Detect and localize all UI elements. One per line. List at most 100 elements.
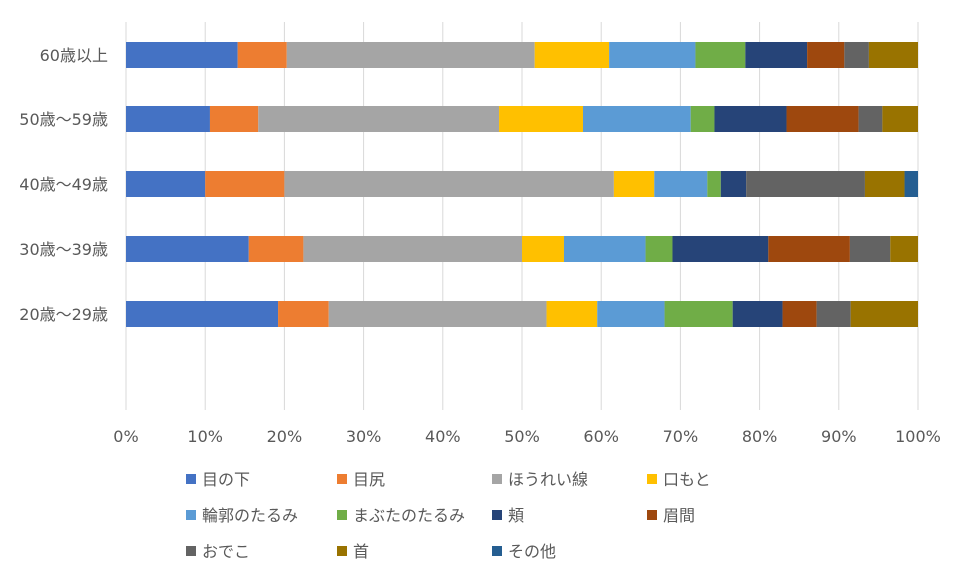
legend-swatch	[186, 546, 196, 556]
bar-segment	[278, 301, 329, 327]
bar-segment	[613, 171, 655, 197]
bar-segment	[534, 42, 610, 68]
bar-segment	[209, 106, 259, 132]
bar-segment	[645, 236, 673, 262]
legend-label: ほうれい線	[508, 470, 588, 489]
bar-segment	[303, 236, 522, 262]
legend-swatch	[492, 510, 502, 520]
legend-label: まぶたのたるみ	[353, 506, 465, 525]
legend-label: 頬	[508, 506, 524, 525]
legend-item: 口もと	[647, 470, 711, 489]
bar-segment	[126, 42, 238, 68]
bar-segment	[672, 236, 769, 262]
bar-segment	[499, 106, 583, 132]
bar-segment	[126, 106, 210, 132]
bar-segment	[782, 301, 817, 327]
legend-item: 目の下	[186, 470, 250, 489]
category-label: 60歳以上	[40, 46, 108, 65]
bar-segment	[786, 106, 859, 132]
bar-segment	[654, 171, 708, 197]
bar-segment	[126, 236, 249, 262]
legend-item: おでこ	[186, 542, 250, 561]
bar-segment	[237, 42, 287, 68]
x-axis-tick-labels: 0% 10% 20% 30% 40% 50% 60% 70% 80% 90% 100%	[113, 427, 941, 446]
x-tick-label: 50%	[504, 427, 540, 446]
x-tick-label: 90%	[821, 427, 857, 446]
legend-item: 目尻	[337, 470, 385, 489]
x-tick-label: 80%	[742, 427, 778, 446]
bar-segment	[582, 106, 691, 132]
legend-swatch	[337, 474, 347, 484]
y-axis-category-labels: 60歳以上 50歳〜59歳 40歳〜49歳 30歳〜39歳 20歳〜29歳	[19, 46, 108, 324]
bar-segment	[868, 42, 918, 68]
bar-segment	[563, 236, 646, 262]
bar-segment	[746, 171, 865, 197]
bar-segment	[126, 171, 206, 197]
bar-segment	[844, 42, 869, 68]
x-tick-label: 10%	[187, 427, 223, 446]
legend-item: 首	[337, 542, 369, 561]
bars	[126, 42, 918, 327]
gridlines	[125, 22, 919, 410]
legend-label: おでこ	[202, 542, 250, 561]
legend-label: 口もと	[663, 470, 711, 489]
legend-label: 輪郭のたるみ	[202, 506, 298, 525]
bar-segment	[864, 171, 905, 197]
bar-segment	[248, 236, 304, 262]
bar-segment	[664, 301, 733, 327]
legend-label: その他	[508, 542, 556, 561]
legend-item: ほうれい線	[492, 470, 588, 489]
bar-segment	[707, 171, 721, 197]
bar-segment	[286, 42, 535, 68]
bar-segment	[695, 42, 746, 68]
bar-segment	[849, 236, 891, 262]
x-tick-label: 40%	[425, 427, 461, 446]
bar-segment	[816, 301, 851, 327]
legend-swatch	[647, 510, 657, 520]
legend-item: まぶたのたるみ	[337, 506, 465, 525]
legend-swatch	[492, 546, 502, 556]
legend-item: 頬	[492, 506, 524, 525]
bar-segment	[205, 171, 285, 197]
bar-segment	[904, 171, 918, 197]
bar-segment	[284, 171, 614, 197]
legend-swatch	[647, 474, 657, 484]
bar-segment	[609, 42, 696, 68]
x-tick-label: 30%	[346, 427, 382, 446]
x-tick-label: 20%	[267, 427, 303, 446]
category-label: 20歳〜29歳	[19, 305, 108, 324]
category-label: 40歳〜49歳	[19, 175, 108, 194]
x-tick-label: 100%	[895, 427, 941, 446]
bar-segment	[882, 106, 918, 132]
bar-segment	[732, 301, 783, 327]
bar-segment	[745, 42, 808, 68]
bar-segment	[328, 301, 547, 327]
x-tick-label: 60%	[583, 427, 619, 446]
legend-swatch	[337, 510, 347, 520]
legend-label: 眉間	[663, 506, 695, 525]
legend-swatch	[337, 546, 347, 556]
legend-item: 眉間	[647, 506, 695, 525]
bar-segment	[126, 301, 279, 327]
bar-segment	[768, 236, 850, 262]
legend-swatch	[186, 510, 196, 520]
legend-swatch	[492, 474, 502, 484]
bar-segment	[807, 42, 845, 68]
category-label: 50歳〜59歳	[19, 110, 108, 129]
bar-segment	[597, 301, 665, 327]
legend-label: 目の下	[202, 470, 250, 489]
legend-label: 目尻	[353, 470, 385, 489]
legend-label: 首	[353, 542, 369, 561]
x-tick-label: 70%	[663, 427, 699, 446]
legend-swatch	[186, 474, 196, 484]
bar-segment	[858, 106, 883, 132]
bar-segment	[258, 106, 500, 132]
legend-item: その他	[492, 542, 556, 561]
bar-segment	[890, 236, 918, 262]
bar-segment	[690, 106, 715, 132]
bar-segment	[714, 106, 787, 132]
category-label: 30歳〜39歳	[19, 240, 108, 259]
legend-item: 輪郭のたるみ	[186, 506, 298, 525]
